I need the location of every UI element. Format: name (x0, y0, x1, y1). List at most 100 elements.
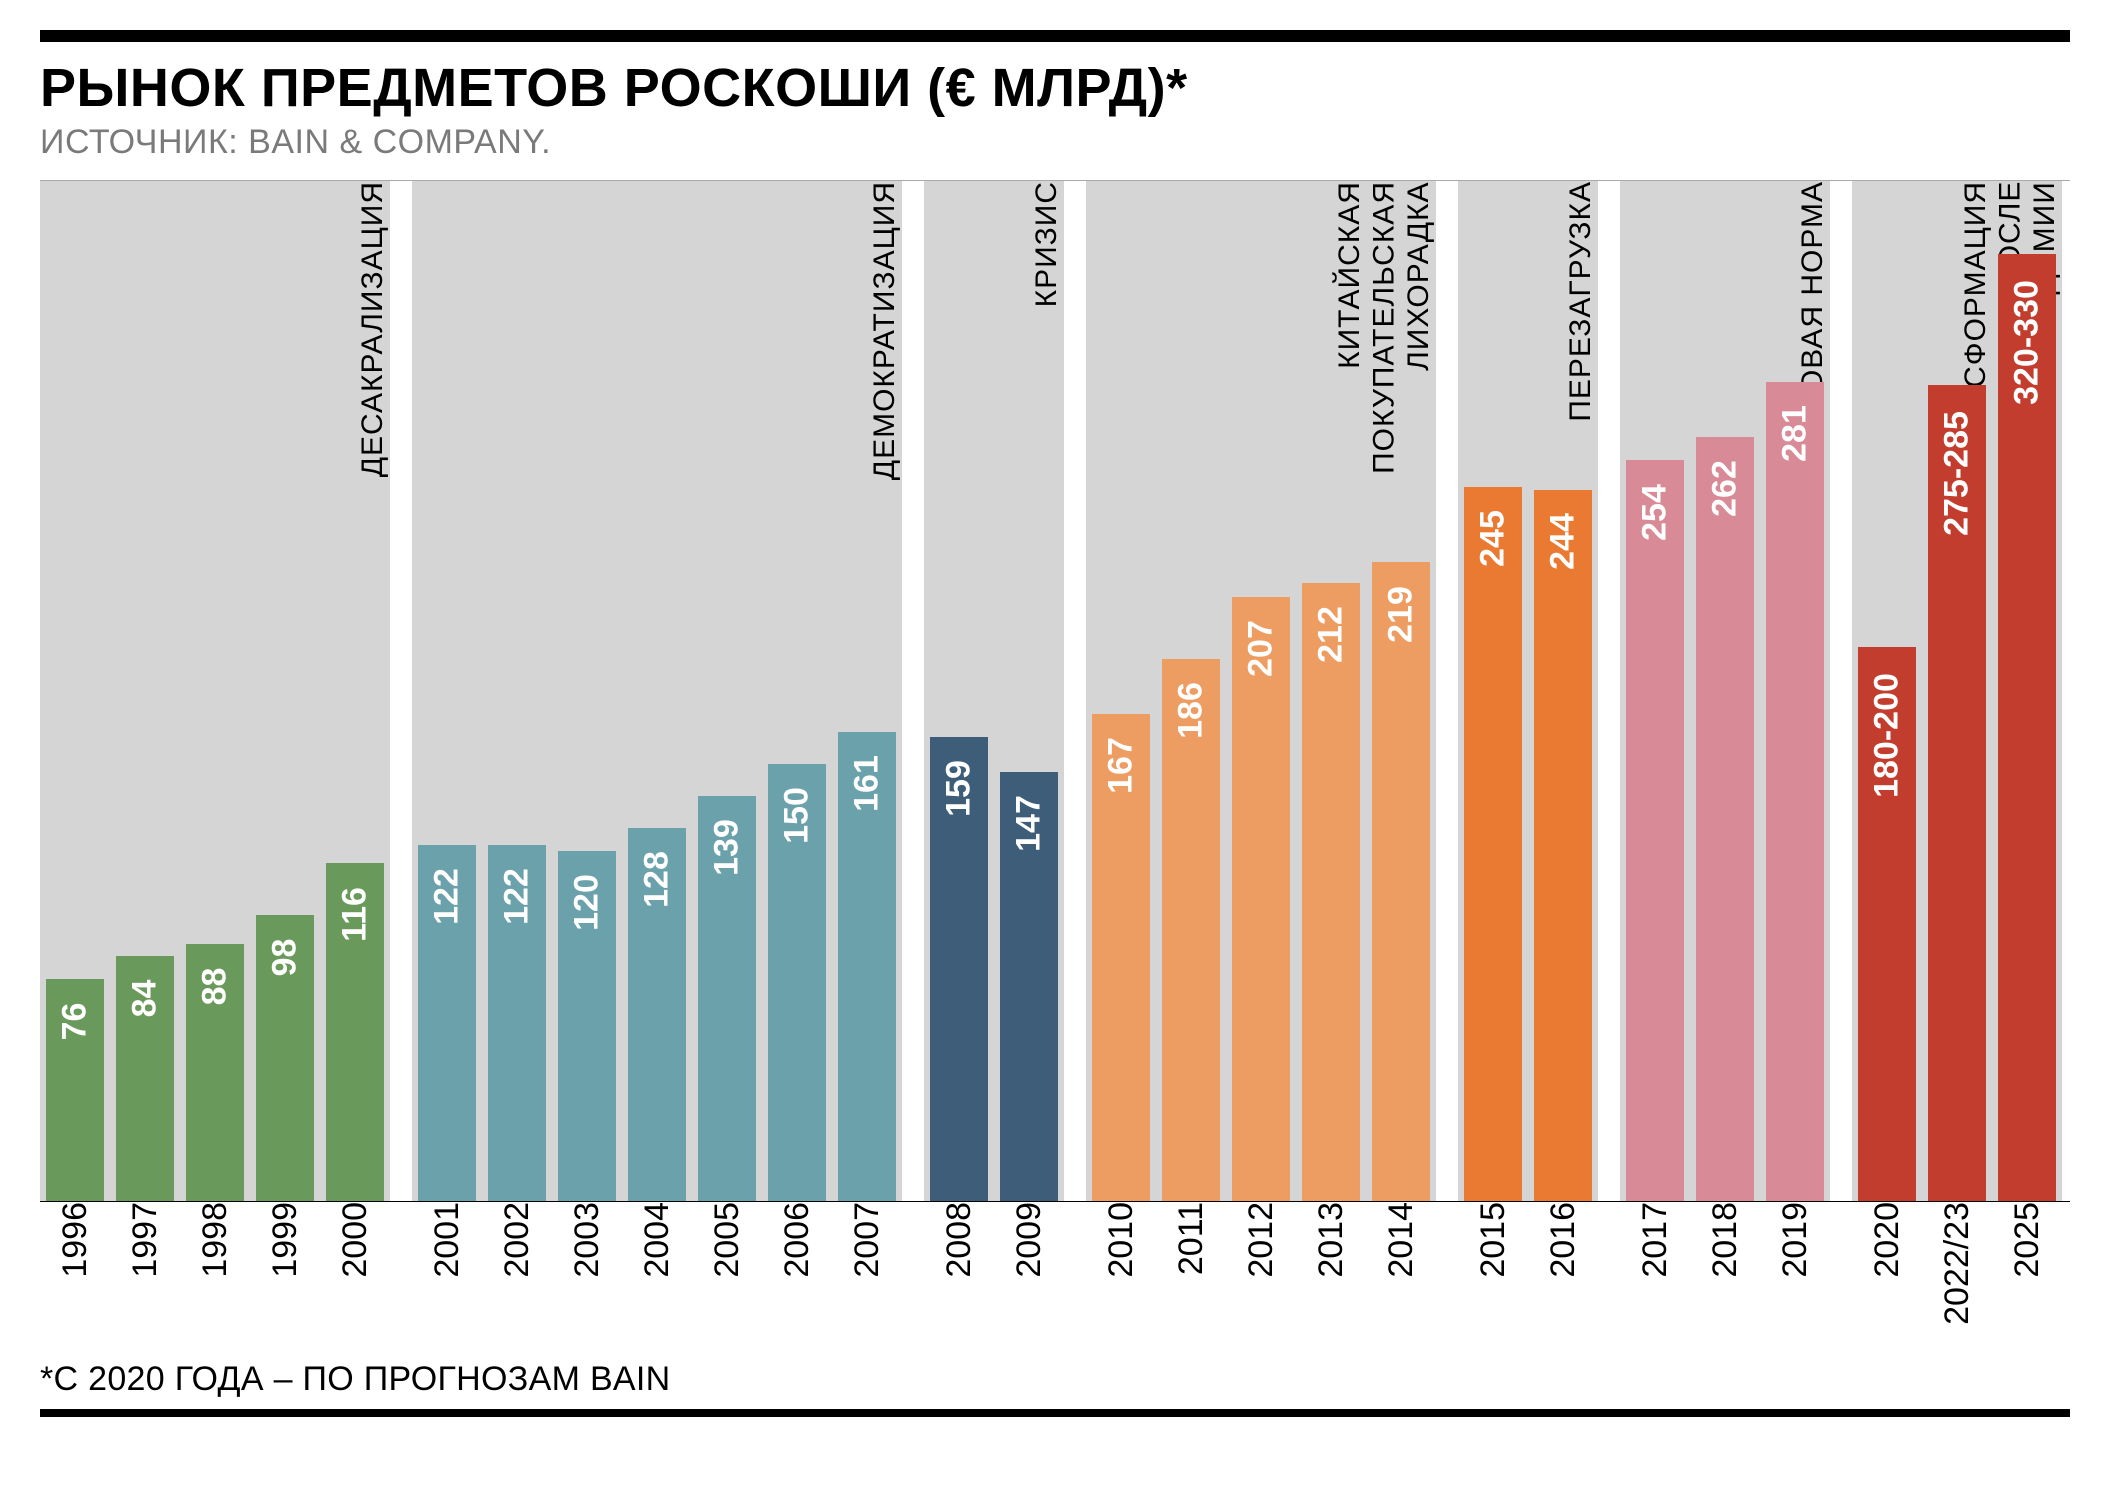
bar-value-label: 159 (940, 761, 979, 818)
era-label: КРИЗИС (1022, 181, 1065, 319)
bar: 84 (116, 956, 174, 1201)
x-tick-label: 2022/23 (1938, 1202, 1977, 1331)
x-tick-label: 2000 (336, 1202, 375, 1284)
era-label: ПЕРЕЗАГРУЗКА (1556, 181, 1599, 434)
bar: 139 (698, 796, 756, 1201)
bar: 212 (1302, 583, 1360, 1201)
x-tick-label: 2020 (1868, 1202, 1907, 1284)
bar-group: ДЕСАКРАЛИЗАЦИЯ 76 84 88 98 116 (40, 181, 412, 1201)
bar: 122 (488, 845, 546, 1201)
bar-value-label: 122 (498, 868, 537, 925)
x-tick-label: 1997 (126, 1202, 165, 1284)
bar-group: НОВАЯ НОРМА254262281 (1620, 181, 1852, 1201)
bar-value-label: 84 (126, 979, 165, 1017)
bar-value-label: 186 (1172, 682, 1211, 739)
x-tick-label: 2019 (1776, 1202, 1815, 1284)
bar: 150 (768, 764, 826, 1201)
x-tick-label: 2005 (708, 1202, 747, 1284)
bar-value-label: 212 (1312, 606, 1351, 663)
bar: 116 (326, 863, 384, 1201)
era-label: ДЕМОКРАТИЗАЦИЯ (860, 181, 903, 492)
bar-value-label: 167 (1102, 737, 1141, 794)
chart-footnote: *С 2020 ГОДА – ПО ПРОГНОЗАМ BAIN (40, 1360, 2070, 1399)
bar: 186 (1162, 659, 1220, 1201)
bar-value-label: 262 (1706, 460, 1745, 517)
bar: 244 (1534, 490, 1592, 1201)
bar-value-label: 245 (1474, 510, 1513, 567)
x-tick-label: 2003 (568, 1202, 607, 1284)
bar-value-label: 320-330 (2008, 280, 2047, 405)
era-label: ДЕСАКРАЛИЗАЦИЯ (348, 181, 391, 489)
bar: 147 (1000, 772, 1058, 1200)
x-tick-label: 2018 (1706, 1202, 1745, 1284)
x-tick-label: 1999 (266, 1202, 305, 1284)
bar-value-label: 88 (196, 968, 235, 1006)
bar: 161 (838, 732, 896, 1201)
bar: 180-200 (1858, 647, 1916, 1201)
bar-group: ПЕРЕЗАГРУЗКА 245 244 (1458, 181, 1620, 1201)
bar: 281 (1766, 382, 1824, 1201)
x-tick-label: 2011 (1172, 1202, 1211, 1281)
bar-value-label: 150 (778, 787, 817, 844)
bar: 219 (1372, 562, 1430, 1200)
bar-value-label: 147 (1010, 795, 1049, 852)
bar-value-label: 254 (1636, 484, 1675, 541)
bar-value-label: 180-200 (1868, 674, 1907, 799)
bar-value-label: 161 (848, 755, 887, 812)
bar: 98 (256, 915, 314, 1201)
era-label: КИТАЙСКАЯ ПОКУПАТЕЛЬСКАЯ ЛИХОРАДКА (1325, 181, 1437, 486)
x-tick-label: 2010 (1102, 1202, 1141, 1284)
bar: 167 (1092, 714, 1150, 1201)
bar: 88 (186, 944, 244, 1200)
x-tick-label: 2008 (940, 1202, 979, 1284)
bar-value-label: 122 (428, 868, 467, 925)
x-tick-label: 2014 (1382, 1202, 1421, 1284)
x-tick-label: 2006 (778, 1202, 817, 1284)
chart-title: РЫНОК ПРЕДМЕТОВ РОСКОШИ (€ МЛРД)* (40, 60, 2070, 117)
bar: 159 (930, 737, 988, 1200)
bar-group: КИТАЙСКАЯ ПОКУПАТЕЛЬСКАЯ ЛИХОРАДКА 167 186… (1086, 181, 1458, 1201)
x-tick-label: 2015 (1474, 1202, 1513, 1284)
bar: 320-330 (1998, 254, 2056, 1201)
chart-source: ИСТОЧНИК: BAIN & COMPANY. (40, 123, 2070, 162)
x-tick-label: 2007 (848, 1202, 887, 1284)
bar: 120 (558, 851, 616, 1201)
x-tick-label: 2017 (1636, 1202, 1675, 1284)
bar-value-label: 116 (336, 887, 375, 942)
bar-value-label: 244 (1544, 513, 1583, 570)
x-tick-label: 2001 (428, 1202, 467, 1284)
chart-container: РЫНОК ПРЕДМЕТОВ РОСКОШИ (€ МЛРД)* ИСТОЧН… (0, 0, 2110, 1437)
x-tick-label: 2025 (2008, 1202, 2047, 1284)
bar-group: КРИЗИС 159 147 (924, 181, 1086, 1201)
x-tick-label: 2002 (498, 1202, 537, 1284)
x-tick-label: 2013 (1312, 1202, 1351, 1284)
bar-value-label: 207 (1242, 621, 1281, 678)
bar: 122 (418, 845, 476, 1201)
x-axis: 1996 1997 1998 1999 2000 2001 2002 2003 2004 2005… (40, 1201, 2070, 1352)
bar: 245 (1464, 487, 1522, 1201)
bar: 254 (1626, 460, 1684, 1200)
bar-group: ТРАНСФОРМАЦИЯ РЫНКА ПОСЛЕ ПАНДЕМИИ180-20… (1852, 181, 2062, 1201)
bar-value-label: 120 (568, 874, 607, 931)
x-tick-label: 2012 (1242, 1202, 1281, 1284)
bar-value-label: 219 (1382, 586, 1421, 643)
bar-group: ДЕМОКРАТИЗАЦИЯ 122 122 120 128 139 150 161 (412, 181, 924, 1201)
bar-value-label: 76 (56, 1002, 95, 1040)
bar: 76 (46, 979, 104, 1200)
bar-value-label: 128 (638, 851, 677, 908)
top-rule (40, 30, 2070, 42)
x-tick-label: 1998 (196, 1202, 235, 1284)
bar-value-label: 275-285 (1938, 411, 1977, 536)
x-tick-label: 1996 (56, 1202, 95, 1284)
bar-value-label: 98 (266, 938, 305, 976)
bar: 128 (628, 828, 686, 1201)
bar: 262 (1696, 437, 1754, 1201)
bar-value-label: 281 (1776, 405, 1815, 462)
x-tick-label: 2016 (1544, 1202, 1583, 1284)
bottom-rule (40, 1409, 2070, 1417)
bar: 207 (1232, 597, 1290, 1200)
bar-chart: ДЕСАКРАЛИЗАЦИЯ 76 84 88 98 116 ДЕМОКРАТИЗАЦИЯ 1… (40, 180, 2070, 1201)
bar-value-label: 139 (708, 819, 747, 876)
bar: 275-285 (1928, 385, 1986, 1201)
x-tick-label: 2004 (638, 1202, 677, 1284)
